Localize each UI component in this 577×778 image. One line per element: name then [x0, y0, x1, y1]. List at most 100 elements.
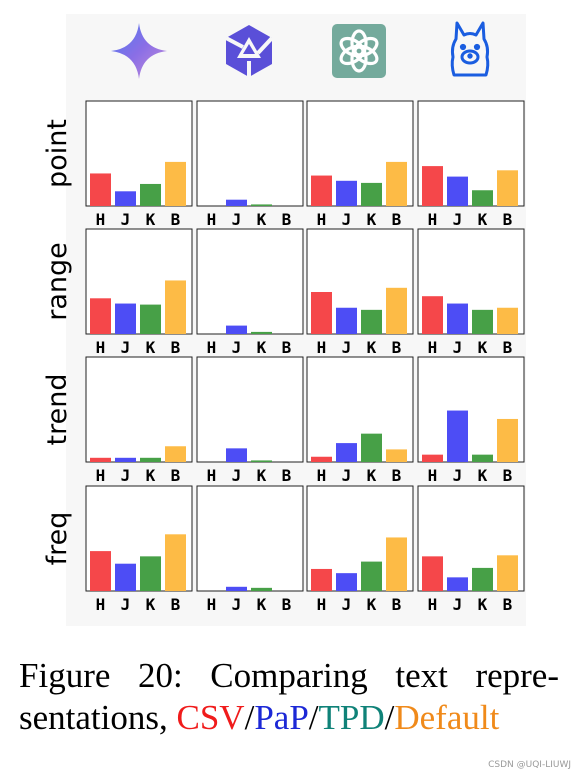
tick-label-K: K	[257, 466, 267, 485]
bar-range-4-J	[447, 303, 468, 334]
tick-label-H: H	[207, 595, 217, 614]
panel-frame	[196, 485, 304, 592]
tick-label-H: H	[317, 466, 327, 485]
bar-range-4-K	[472, 309, 493, 334]
bar-trend-1-K	[140, 457, 161, 462]
tick-label-J: J	[453, 210, 463, 229]
tick-label-H: H	[428, 466, 438, 485]
gemini-icon	[111, 23, 167, 79]
tick-label-H: H	[207, 338, 217, 357]
openai-icon	[332, 24, 386, 78]
bar-range-2-K	[251, 331, 272, 334]
bar-trend-3-H	[311, 456, 332, 462]
panel-frame	[196, 356, 304, 463]
tick-label-K: K	[257, 338, 267, 357]
tick-label-H: H	[96, 210, 106, 229]
tick-label-K: K	[257, 595, 267, 614]
bar-point-4-J	[447, 176, 468, 206]
bar-trend-4-B	[497, 418, 518, 462]
tick-label-K: K	[146, 338, 156, 357]
tick-label-H: H	[96, 466, 106, 485]
tick-label-J: J	[232, 466, 242, 485]
caption-sep-2: /	[308, 698, 319, 737]
watermark: CSDN @UQI-LIUWJ	[488, 760, 571, 770]
bar-point-1-H	[90, 173, 111, 206]
bar-freq-3-J	[336, 573, 357, 591]
tick-label-J: J	[342, 595, 352, 614]
tick-label-B: B	[282, 210, 292, 229]
bar-range-1-J	[115, 303, 136, 334]
tick-label-H: H	[428, 595, 438, 614]
tick-label-B: B	[503, 595, 513, 614]
tick-label-J: J	[121, 210, 131, 229]
tick-label-J: J	[342, 338, 352, 357]
bar-point-1-J	[115, 191, 136, 206]
bar-point-2-J	[226, 199, 247, 206]
caption-tpd: TPD	[318, 698, 385, 737]
tick-label-K: K	[367, 338, 377, 357]
bar-point-1-K	[140, 183, 161, 206]
bar-point-4-K	[472, 190, 493, 206]
bar-point-4-H	[422, 166, 443, 206]
tick-label-J: J	[453, 338, 463, 357]
caption-sep-1: /	[244, 698, 255, 737]
figure-caption: Figure 20: Comparing text repre- sentati…	[19, 655, 559, 739]
tick-label-B: B	[392, 466, 402, 485]
bar-point-1-B	[165, 161, 186, 206]
caption-sep-3: /	[384, 698, 395, 737]
bar-freq-1-H	[90, 551, 111, 591]
caption-line-1: Figure 20: Comparing text repre-	[19, 656, 559, 695]
bar-freq-4-K	[472, 567, 493, 591]
tick-label-K: K	[367, 210, 377, 229]
tick-label-H: H	[428, 338, 438, 357]
tick-label-B: B	[392, 595, 402, 614]
bar-point-3-B	[386, 161, 407, 206]
tick-label-H: H	[317, 338, 327, 357]
tick-label-K: K	[478, 338, 488, 357]
tick-label-B: B	[171, 466, 181, 485]
panel-frame	[417, 356, 525, 463]
tick-label-K: K	[367, 466, 377, 485]
tick-label-H: H	[207, 210, 217, 229]
tick-label-B: B	[503, 466, 513, 485]
tick-label-K: K	[367, 595, 377, 614]
tick-label-J: J	[121, 466, 131, 485]
bar-freq-2-J	[226, 586, 247, 591]
tick-label-B: B	[392, 210, 402, 229]
bar-range-4-H	[422, 296, 443, 334]
bar-freq-4-B	[497, 555, 518, 591]
caption-line-2-prefix: sentations,	[19, 698, 177, 737]
bar-trend-1-H	[90, 457, 111, 462]
bar-freq-4-J	[447, 577, 468, 591]
tick-label-J: J	[453, 466, 463, 485]
panel-frame	[196, 228, 304, 335]
bar-trend-2-K	[251, 460, 272, 462]
bar-range-1-B	[165, 280, 186, 334]
tick-label-J: J	[342, 466, 352, 485]
bar-range-3-K	[361, 309, 382, 334]
bar-trend-4-K	[472, 454, 493, 462]
row-label-point: point	[42, 119, 73, 188]
bar-point-2-K	[251, 204, 272, 206]
tick-label-J: J	[232, 210, 242, 229]
bar-trend-2-J	[226, 448, 247, 462]
bar-point-3-K	[361, 182, 382, 206]
llama-icon	[450, 21, 490, 77]
bar-freq-1-K	[140, 556, 161, 591]
panel-frame	[306, 356, 414, 463]
bar-freq-1-B	[165, 534, 186, 591]
bar-trend-1-B	[165, 446, 186, 462]
tick-label-K: K	[257, 210, 267, 229]
